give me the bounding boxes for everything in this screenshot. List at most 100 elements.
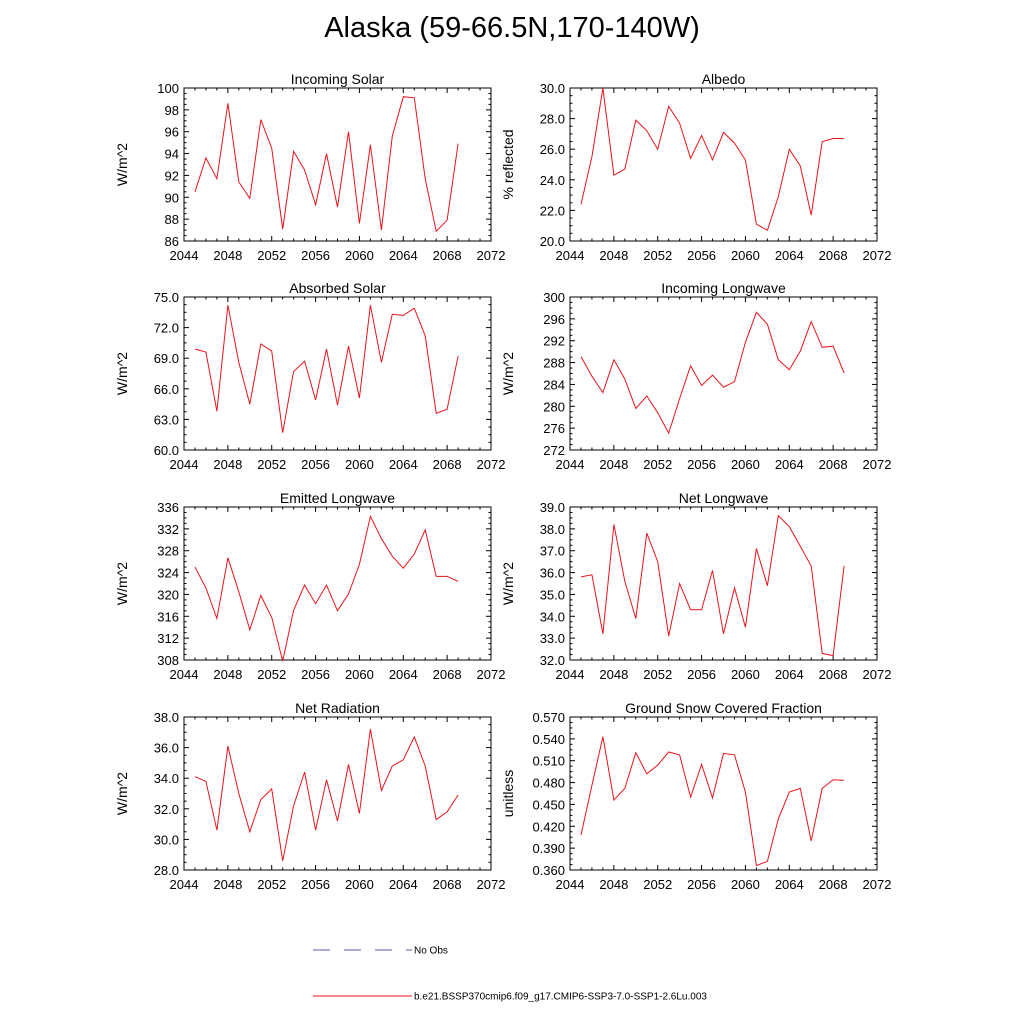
y-tick-label: 26.0 [540, 142, 565, 157]
x-tick-label: 2060 [345, 877, 374, 892]
plot-frame [183, 506, 492, 661]
x-tick-label: 2064 [775, 457, 804, 472]
y-tick-label: 284 [543, 377, 565, 392]
x-tick-label: 2044 [170, 877, 199, 892]
y-tick-label: 34.0 [154, 771, 179, 786]
x-tick-label: 2052 [257, 877, 286, 892]
y-tick-label: 72.0 [154, 321, 179, 336]
chart-title: Absorbed Solar [289, 280, 386, 296]
y-tick-label: 100 [157, 81, 179, 96]
chart-panel-7: Ground Snow Covered Fraction unitless 2044… [500, 700, 891, 892]
y-tick-label: 296 [543, 312, 565, 327]
chart-panel-4: Emitted Longwave W/m^2 2044 2048 2052 2056 206… [114, 490, 505, 682]
y-tick-label: 0.390 [532, 841, 565, 856]
y-tick-label: 328 [157, 544, 179, 559]
x-tick-label: 2072 [477, 667, 506, 682]
legend-obs-label: No Obs [414, 946, 448, 957]
x-tick-label: 2056 [301, 877, 330, 892]
y-tick-label: 288 [543, 356, 565, 371]
x-tick-label: 2060 [731, 877, 760, 892]
y-tick-label: 96 [165, 125, 179, 140]
y-tick-label: 92 [165, 168, 179, 183]
chart-title: Albedo [702, 71, 746, 87]
y-tick-label: 94 [165, 147, 179, 162]
x-tick-label: 2044 [556, 667, 585, 682]
x-tick-label: 2048 [213, 667, 242, 682]
y-tick-label: 0.540 [532, 732, 565, 747]
x-tick-label: 2072 [863, 457, 892, 472]
x-tick-label: 2048 [599, 248, 628, 263]
plot-frame [569, 87, 878, 242]
chart-panel-5: Net Longwave W/m^2 2044 2048 2052 2056 2060 206… [500, 490, 891, 682]
chart-panel-6: Net Radiation W/m^2 2044 2048 2052 2056 2060 20… [114, 700, 505, 892]
x-tick-label: 2072 [863, 667, 892, 682]
chart-title: Incoming Solar [291, 71, 385, 87]
y-tick-label: 332 [157, 522, 179, 537]
y-tick-label: 86 [165, 234, 179, 249]
y-tick-label: 33.0 [540, 631, 565, 646]
y-tick-label: 75.0 [154, 290, 179, 305]
y-tick-label: 0.420 [532, 819, 565, 834]
y-tick-label: 32.0 [154, 802, 179, 817]
plot-frame [569, 506, 878, 661]
chart-title: Incoming Longwave [661, 280, 786, 296]
y-tick-label: 20.0 [540, 234, 565, 249]
x-tick-label: 2044 [170, 667, 199, 682]
plot-frame [183, 716, 492, 871]
series-line [580, 736, 845, 867]
y-tick-label: 0.360 [532, 863, 565, 878]
y-tick-label: 30.0 [540, 81, 565, 96]
series-line [580, 87, 845, 232]
y-axis-label: W/m^2 [114, 352, 130, 395]
x-tick-label: 2044 [170, 248, 199, 263]
series-line [580, 514, 845, 657]
x-tick-label: 2064 [775, 877, 804, 892]
y-tick-label: 39.0 [540, 500, 565, 515]
x-tick-label: 2056 [301, 457, 330, 472]
y-tick-label: 312 [157, 631, 179, 646]
x-tick-label: 2068 [819, 248, 848, 263]
y-tick-label: 88 [165, 212, 179, 227]
y-tick-label: 37.0 [540, 544, 565, 559]
y-tick-label: 22.0 [540, 203, 565, 218]
y-tick-label: 320 [157, 587, 179, 602]
x-tick-label: 2056 [687, 457, 716, 472]
plot-frame [183, 296, 492, 451]
chart-panel-3: Incoming Longwave W/m^2 2044 2048 2052 2056 20… [500, 280, 891, 472]
x-tick-label: 2060 [345, 667, 374, 682]
y-tick-label: 324 [157, 566, 179, 581]
x-tick-label: 2064 [389, 667, 418, 682]
y-tick-label: 35.0 [540, 587, 565, 602]
x-tick-label: 2072 [863, 877, 892, 892]
x-tick-label: 2072 [477, 248, 506, 263]
x-tick-label: 2048 [599, 457, 628, 472]
x-tick-label: 2060 [345, 248, 374, 263]
x-tick-label: 2048 [213, 248, 242, 263]
y-tick-label: 292 [543, 334, 565, 349]
y-axis-label: W/m^2 [114, 562, 130, 605]
y-tick-label: 0.570 [532, 710, 565, 725]
y-tick-label: 336 [157, 500, 179, 515]
x-tick-label: 2072 [477, 877, 506, 892]
x-tick-label: 2060 [731, 457, 760, 472]
x-tick-label: 2048 [599, 877, 628, 892]
chart-title: Ground Snow Covered Fraction [625, 700, 822, 716]
x-tick-label: 2048 [213, 457, 242, 472]
plot-frame [183, 87, 492, 242]
y-axis-label: unitless [500, 770, 516, 817]
series-line [194, 305, 459, 433]
series-line [194, 96, 459, 233]
x-tick-label: 2064 [389, 248, 418, 263]
legend-model-label: b.e21.BSSP370cmip6.f09_g17.CMIP6-SSP3-7.… [414, 992, 707, 1003]
x-tick-label: 2072 [477, 457, 506, 472]
x-tick-label: 2068 [819, 877, 848, 892]
x-tick-label: 2060 [731, 248, 760, 263]
page-title: Alaska (59-66.5N,170-140W) [324, 12, 700, 44]
plot-frame [569, 296, 878, 451]
x-tick-label: 2052 [257, 248, 286, 263]
y-tick-label: 38.0 [154, 710, 179, 725]
y-tick-label: 300 [543, 290, 565, 305]
y-tick-label: 38.0 [540, 522, 565, 537]
chart-title: Net Longwave [679, 490, 769, 506]
